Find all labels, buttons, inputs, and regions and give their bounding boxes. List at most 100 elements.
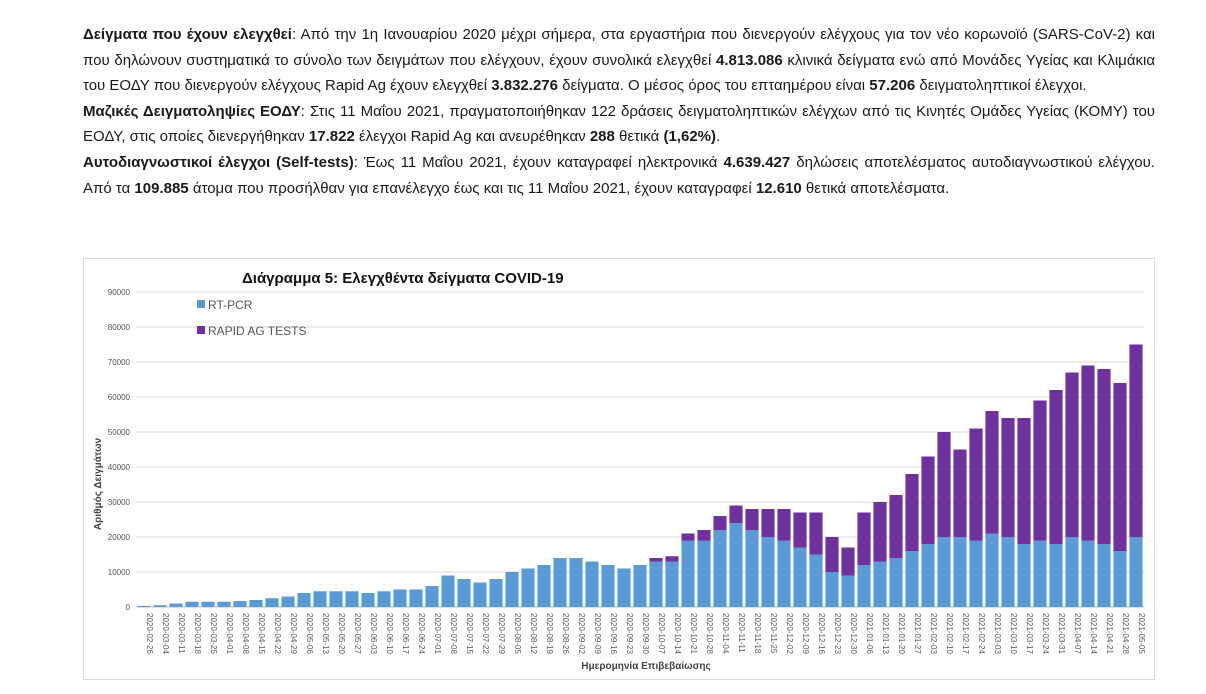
x-tick-label: 2020-07-15 bbox=[465, 613, 474, 654]
bold-text: Δείγματα που έχουν ελεγχθεί bbox=[83, 26, 292, 43]
bar-rtpcr bbox=[153, 605, 167, 607]
x-tick-label: 2020-11-18 bbox=[753, 613, 762, 654]
bold-text: 3.832.276 bbox=[491, 77, 558, 95]
bar-rtpcr bbox=[649, 561, 663, 607]
bar-rtpcr bbox=[1081, 540, 1095, 607]
bar-rapid-ag bbox=[697, 530, 711, 541]
x-tick-label: 2020-10-21 bbox=[689, 613, 698, 654]
bar-rapid-ag bbox=[937, 432, 951, 537]
bar-rtpcr bbox=[1033, 540, 1047, 607]
x-tick-label: 2020-03-18 bbox=[193, 613, 202, 654]
x-tick-label: 2021-02-24 bbox=[977, 613, 986, 654]
x-tick-label: 2020-09-16 bbox=[609, 613, 618, 654]
x-tick-label: 2020-09-02 bbox=[577, 613, 586, 654]
bold-text: 12.610 bbox=[755, 179, 802, 197]
bar-rtpcr bbox=[489, 579, 503, 607]
bar-rapid-ag bbox=[841, 547, 855, 576]
bar-rtpcr bbox=[857, 565, 871, 607]
bold-text: Μαζικές Δειγματοληψίες ΕΟΔΥ bbox=[83, 102, 301, 120]
bar-rtpcr bbox=[345, 591, 359, 607]
paragraph-samples-tested: Δείγματα που έχουν ελεγχθεί: Από την 1η … bbox=[83, 22, 1155, 99]
y-tick-label: 70000 bbox=[108, 358, 131, 367]
x-tick-label: 2020-03-04 bbox=[161, 613, 170, 654]
x-tick-label: 2020-09-23 bbox=[625, 613, 634, 654]
bar-rapid-ag bbox=[953, 449, 967, 537]
legend-swatch-rtpcr bbox=[197, 300, 205, 308]
bold-text: (1,62%) bbox=[663, 128, 716, 146]
tests-chart: 0 10000 20000 30000 40000 50000 60000 70000 8000… bbox=[93, 270, 1146, 672]
bar-rapid-ag bbox=[1113, 383, 1127, 551]
legend-swatch-rapid bbox=[197, 326, 205, 334]
bar-rapid-ag bbox=[985, 411, 999, 534]
bold-text: 17.822 bbox=[308, 128, 355, 146]
bar-rtpcr bbox=[953, 537, 967, 607]
text-span: : Από την 1η Ιανουαρίου 2020 μέχρι σήμερ… bbox=[83, 26, 1155, 69]
x-tick-label: 2020-05-20 bbox=[337, 613, 346, 654]
x-tick-label: 2021-02-03 bbox=[929, 613, 938, 654]
x-tick-label: 2020-08-19 bbox=[545, 613, 554, 654]
paragraph-self-tests: Αυτοδιαγνωστικοί έλεγχοι (Self-tests): Έ… bbox=[83, 150, 1155, 201]
x-tick-label: 2020-09-30 bbox=[641, 613, 650, 654]
x-tick-label: 2020-04-29 bbox=[289, 613, 298, 654]
bar-rtpcr bbox=[185, 601, 199, 607]
bar-rtpcr bbox=[409, 589, 423, 607]
y-tick-label: 30000 bbox=[108, 498, 131, 507]
bar-rtpcr bbox=[1049, 544, 1063, 607]
x-tick-label: 2020-10-14 bbox=[673, 613, 682, 654]
x-tick-label: 2020-12-16 bbox=[817, 613, 826, 654]
x-tick-label: 2021-03-31 bbox=[1057, 613, 1066, 654]
x-tick-label: 2020-07-22 bbox=[481, 613, 490, 654]
x-tick-label: 2021-01-27 bbox=[913, 613, 922, 654]
bar-rtpcr bbox=[505, 572, 519, 607]
bar-rtpcr bbox=[265, 598, 279, 607]
bold-text: 57.206 bbox=[869, 77, 916, 95]
x-tick-label: 2020-04-15 bbox=[257, 613, 266, 654]
bar-rapid-ag bbox=[713, 516, 727, 530]
bar-rtpcr bbox=[569, 558, 583, 607]
bar-rtpcr bbox=[969, 540, 983, 607]
bar-rapid-ag bbox=[969, 428, 983, 541]
y-tick-label: 80000 bbox=[108, 323, 131, 332]
bar-rapid-ag bbox=[729, 505, 743, 523]
x-tick-label: 2021-03-10 bbox=[1009, 613, 1018, 654]
bar-rtpcr bbox=[841, 575, 855, 607]
bar-rtpcr bbox=[1129, 537, 1143, 607]
x-tick-label: 2020-08-12 bbox=[529, 613, 538, 654]
bar-rapid-ag bbox=[857, 512, 871, 565]
text-span: δηλώσεις αποτελέσματος αυτοδιαγνωστικού … bbox=[83, 153, 1155, 197]
bar-rapid-ag bbox=[1001, 418, 1015, 537]
x-tick-label: 2020-06-10 bbox=[385, 613, 394, 654]
x-tick-label: 2021-03-24 bbox=[1041, 613, 1050, 654]
x-tick-label: 2020-04-08 bbox=[241, 613, 250, 654]
x-tick-label: 2020-05-27 bbox=[353, 613, 362, 654]
x-tick-label: 2021-04-28 bbox=[1121, 613, 1130, 654]
bar-rtpcr bbox=[889, 558, 903, 607]
x-tick-label: 2020-03-11 bbox=[177, 613, 186, 654]
chart-container: 0 10000 20000 30000 40000 50000 60000 70000 8000… bbox=[83, 258, 1155, 680]
bar-rtpcr bbox=[361, 593, 375, 607]
bold-text: 4.639.427 bbox=[723, 153, 791, 171]
x-tick-label: 2021-04-14 bbox=[1089, 613, 1098, 654]
x-tick-label: 2020-12-23 bbox=[833, 613, 842, 654]
bar-rtpcr bbox=[921, 544, 935, 607]
legend-label-rapid: RAPID AG TESTS bbox=[208, 324, 306, 338]
bar-rtpcr bbox=[249, 600, 263, 607]
x-tick-label: 2021-01-06 bbox=[865, 613, 874, 654]
legend-label-rtpcr: RT-PCR bbox=[208, 298, 253, 312]
bar-rapid-ag bbox=[649, 558, 663, 562]
bar-rapid-ag bbox=[745, 509, 759, 530]
x-tick-label: 2020-06-24 bbox=[417, 613, 426, 654]
bar-rtpcr bbox=[297, 593, 311, 607]
bar-rtpcr bbox=[1065, 537, 1079, 607]
text-span: δειγματοληπτικοί έλεγχοι. bbox=[915, 77, 1087, 95]
bar-rtpcr bbox=[761, 537, 775, 607]
x-tick-label: 2020-07-29 bbox=[497, 613, 506, 654]
x-tick-label: 2020-04-01 bbox=[225, 613, 234, 654]
y-tick-label: 60000 bbox=[108, 393, 131, 402]
bar-rtpcr bbox=[873, 561, 887, 607]
x-tick-label: 2020-08-05 bbox=[513, 613, 522, 654]
x-tick-label: 2021-04-21 bbox=[1105, 613, 1114, 654]
x-tick-label: 2021-04-07 bbox=[1073, 613, 1082, 654]
bar-rtpcr bbox=[217, 601, 231, 607]
text-span: κλινικά δείγματα ενώ από Μονάδες Υγείας … bbox=[83, 51, 1156, 95]
